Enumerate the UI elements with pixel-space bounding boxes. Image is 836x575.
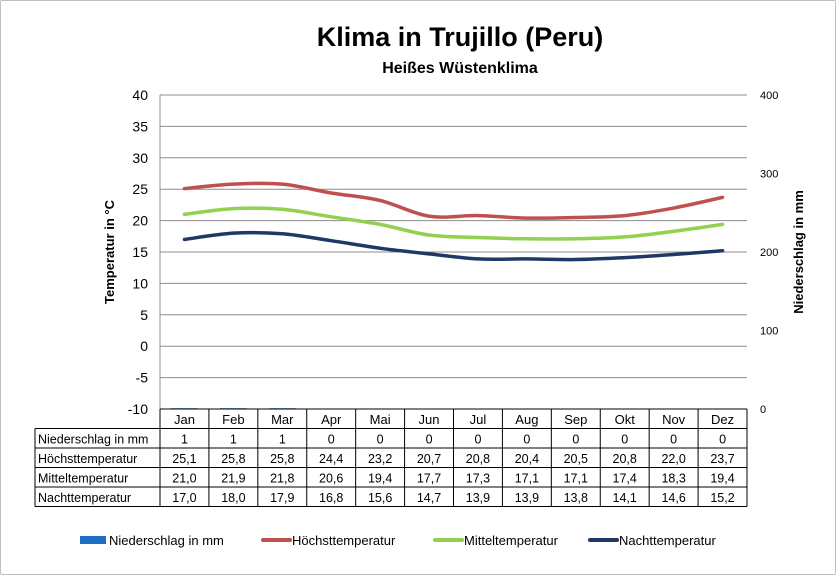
- data-label: 23,7: [710, 452, 734, 466]
- data-label: 20,6: [319, 472, 343, 486]
- data-label: 21,8: [270, 472, 294, 486]
- data-label: 14,1: [613, 491, 637, 505]
- data-label: 23,2: [368, 452, 392, 466]
- data-label: 0: [377, 433, 384, 447]
- data-label: 0: [621, 433, 628, 447]
- table-row-label: Nachttemperatur: [38, 491, 131, 505]
- y2-tick-label: 0: [760, 404, 766, 416]
- x-tick-label: Apr: [321, 412, 342, 427]
- data-label: 20,8: [613, 452, 637, 466]
- data-label: 15,6: [368, 491, 392, 505]
- x-tick-label: Mar: [271, 412, 294, 427]
- data-label: 22,0: [661, 452, 685, 466]
- data-label: 17,0: [172, 491, 196, 505]
- y-tick-label: 15: [132, 244, 148, 260]
- data-label: 19,4: [710, 472, 734, 486]
- y-tick-label: 35: [132, 118, 148, 134]
- chart-subtitle: Heißes Wüstenklima: [382, 60, 538, 77]
- data-label: 13,8: [564, 491, 588, 505]
- x-tick-label: Mai: [370, 412, 391, 427]
- data-label: 16,8: [319, 491, 343, 505]
- legend-label: Höchsttemperatur: [292, 533, 396, 548]
- data-label: 0: [328, 433, 335, 447]
- data-label: 0: [474, 433, 481, 447]
- series-line: [182, 206, 725, 241]
- data-label: 1: [230, 433, 237, 447]
- data-label: 14,6: [661, 491, 685, 505]
- y2-axis-title: Niederschlag in mm: [791, 190, 806, 314]
- y-tick-label: 10: [132, 275, 148, 291]
- x-tick-label: Aug: [515, 412, 538, 427]
- y-axis-title: Temperatur in °C: [102, 199, 117, 304]
- data-label: 0: [719, 433, 726, 447]
- y2-tick-label: 400: [760, 90, 778, 102]
- data-label: 21,9: [221, 472, 245, 486]
- y2-tick-label: 200: [760, 247, 778, 259]
- data-label: 19,4: [368, 472, 392, 486]
- data-label: 15,2: [710, 491, 734, 505]
- y-tick-label: 20: [132, 213, 148, 229]
- series-line: [182, 181, 725, 220]
- x-tick-label: Sep: [564, 412, 587, 427]
- y-tick-label: -10: [128, 401, 148, 417]
- data-label: 17,3: [466, 472, 490, 486]
- data-label: 18,3: [661, 472, 685, 486]
- legend-label: Nachttemperatur: [619, 533, 716, 548]
- data-label: 18,0: [221, 491, 245, 505]
- y-tick-label: 25: [132, 181, 148, 197]
- y-tick-label: 30: [132, 150, 148, 166]
- data-label: 25,8: [221, 452, 245, 466]
- y-tick-label: 0: [140, 338, 148, 354]
- chart-title: Klima in Trujillo (Peru): [316, 22, 604, 52]
- data-label: 20,5: [564, 452, 588, 466]
- data-label: 13,9: [466, 491, 490, 505]
- data-label: 20,4: [515, 452, 539, 466]
- y2-tick-label: 300: [760, 169, 778, 181]
- y-tick-label: 40: [132, 87, 148, 103]
- y-tick-label: -5: [136, 370, 149, 386]
- x-tick-label: Jul: [470, 412, 487, 427]
- data-label: 21,0: [172, 472, 196, 486]
- data-label: 0: [572, 433, 579, 447]
- data-label: 24,4: [319, 452, 343, 466]
- x-tick-label: Jan: [174, 412, 195, 427]
- x-tick-label: Dez: [711, 412, 734, 427]
- x-tick-label: Nov: [662, 412, 686, 427]
- x-tick-label: Feb: [222, 412, 244, 427]
- data-label: 0: [670, 433, 677, 447]
- y-tick-label: 5: [140, 307, 148, 323]
- table-row-label: Höchsttemperatur: [38, 452, 137, 466]
- series-line: [182, 230, 725, 262]
- data-label: 17,9: [270, 491, 294, 505]
- data-label: 20,8: [466, 452, 490, 466]
- table-row-label: Niederschlag in mm: [38, 433, 148, 447]
- legend-label: Niederschlag in mm: [109, 533, 224, 548]
- x-tick-label: Okt: [615, 412, 636, 427]
- data-label: 17,7: [417, 472, 441, 486]
- data-label: 20,7: [417, 452, 441, 466]
- table-row-label: Mitteltemperatur: [38, 472, 128, 486]
- x-tick-label: Jun: [419, 412, 440, 427]
- data-label: 0: [523, 433, 530, 447]
- legend-swatch: [80, 536, 106, 544]
- data-label: 1: [279, 433, 286, 447]
- data-label: 17,4: [613, 472, 637, 486]
- data-label: 14,7: [417, 491, 441, 505]
- legend-label: Mitteltemperatur: [464, 533, 559, 548]
- data-label: 25,8: [270, 452, 294, 466]
- data-label: 17,1: [515, 472, 539, 486]
- data-label: 1: [181, 433, 188, 447]
- data-label: 17,1: [564, 472, 588, 486]
- data-label: 25,1: [172, 452, 196, 466]
- y2-tick-label: 100: [760, 326, 778, 338]
- data-label: 0: [426, 433, 433, 447]
- data-label: 13,9: [515, 491, 539, 505]
